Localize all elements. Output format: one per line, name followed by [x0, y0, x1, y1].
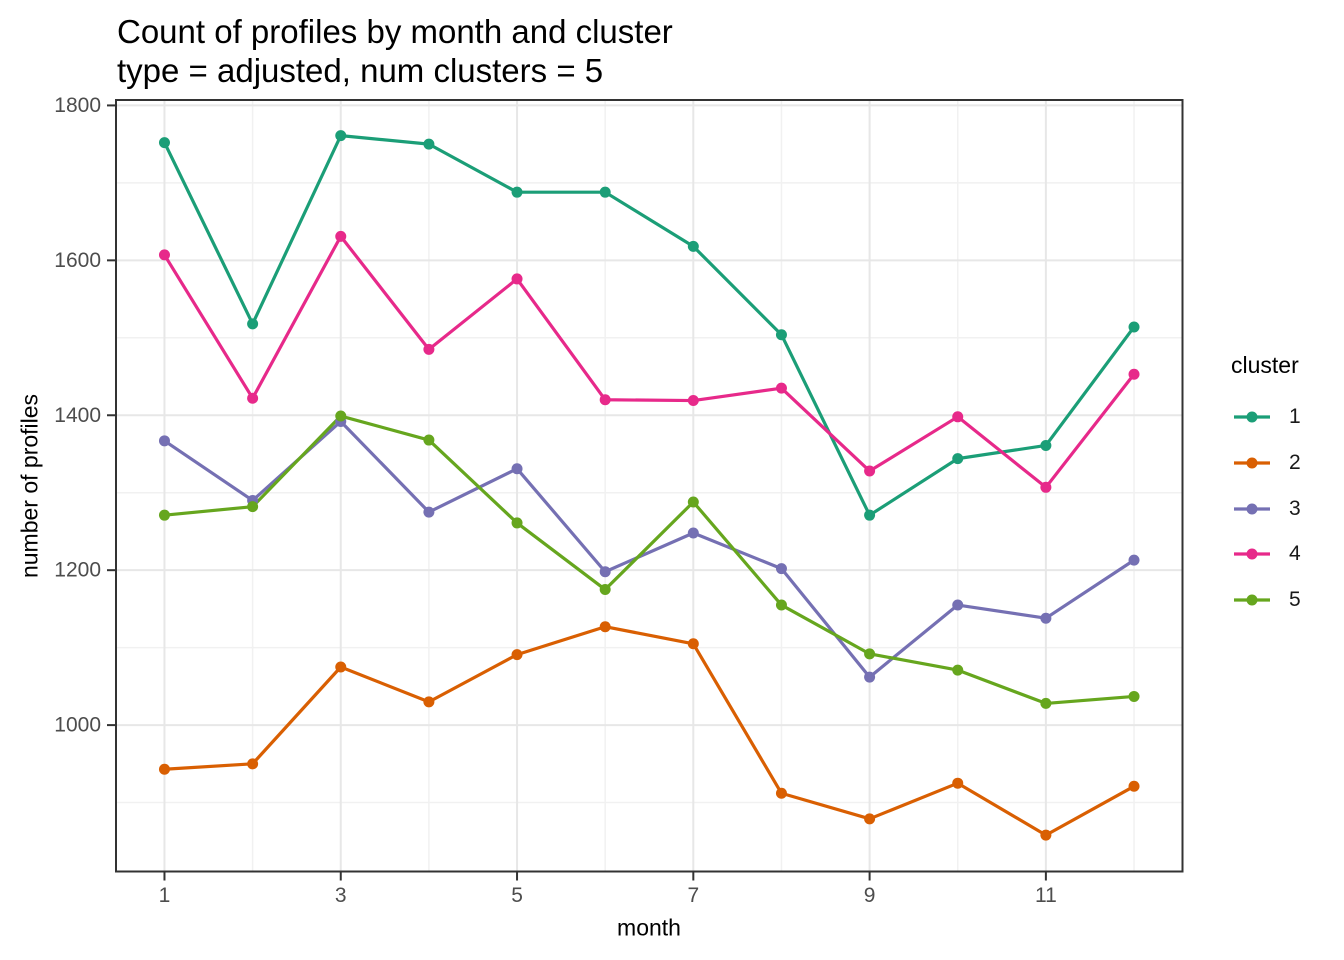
data-point-cluster-4: [864, 465, 876, 477]
data-point-cluster-2: [247, 758, 259, 770]
chart-subtitle: type = adjusted, num clusters = 5: [117, 52, 604, 89]
series-line-cluster-1: [163, 134, 1136, 517]
data-point-cluster-3: [1040, 612, 1052, 624]
data-point-cluster-1: [158, 137, 170, 149]
data-point-cluster-1: [335, 130, 347, 142]
data-point-cluster-4: [423, 343, 435, 355]
legend-item-label: 5: [1289, 588, 1301, 611]
data-point-cluster-1: [599, 186, 611, 198]
data-point-cluster-4: [247, 392, 259, 404]
data-point-cluster-5: [335, 410, 347, 422]
data-point-cluster-2: [775, 787, 787, 799]
data-point-cluster-5: [599, 584, 611, 596]
series-line-cluster-4: [163, 234, 1136, 489]
series-line-cluster-3: [163, 419, 1135, 679]
data-point-cluster-5: [687, 496, 699, 508]
legend-item-cluster-3: 3: [1233, 489, 1301, 529]
data-point-cluster-3: [864, 671, 876, 683]
data-point-cluster-2: [1128, 780, 1140, 792]
legend-title: cluster: [1231, 352, 1299, 378]
data-point-cluster-3: [952, 599, 964, 611]
legend-item-cluster-4: 4: [1233, 534, 1301, 574]
data-point-cluster-4: [158, 249, 170, 261]
data-point-cluster-5: [247, 501, 259, 513]
legend-key-icon: [1234, 457, 1270, 469]
panel-border: [115, 99, 1184, 873]
data-point-cluster-5: [952, 664, 964, 676]
legend-item-label: 4: [1289, 542, 1301, 566]
data-point-cluster-4: [775, 382, 787, 394]
data-point-cluster-3: [599, 566, 611, 578]
chart-title: Count of profiles by month and cluster: [117, 13, 673, 50]
data-point-cluster-4: [952, 411, 964, 423]
data-point-cluster-2: [952, 777, 964, 789]
data-point-cluster-1: [952, 453, 964, 465]
data-point-cluster-4: [599, 394, 611, 406]
data-point-cluster-5: [775, 599, 787, 611]
data-point-cluster-4: [335, 230, 347, 242]
legend-key-icon: [1234, 503, 1270, 514]
data-point-cluster-2: [599, 621, 611, 633]
x-tick-label: 5: [511, 884, 523, 907]
data-point-cluster-5: [864, 648, 876, 660]
data-point-cluster-1: [1128, 321, 1140, 333]
legend-item-cluster-2: 2: [1233, 443, 1301, 483]
data-point-cluster-4: [1128, 368, 1140, 380]
legend-key-icon: [1234, 548, 1270, 560]
legend-item-label: 3: [1289, 496, 1301, 520]
data-point-cluster-2: [1040, 829, 1052, 841]
data-point-cluster-5: [423, 434, 435, 446]
y-tick-label: 1200: [54, 559, 101, 582]
y-tick-label: 1800: [54, 94, 101, 117]
data-point-cluster-1: [864, 509, 876, 521]
data-point-cluster-2: [335, 661, 347, 673]
x-tick-label: 11: [1035, 884, 1057, 907]
legend-item-label: 1: [1289, 405, 1301, 428]
data-point-cluster-4: [511, 273, 523, 285]
legend-key-icon: [1234, 411, 1270, 423]
legend-item-label: 2: [1289, 450, 1301, 474]
data-point-cluster-1: [247, 318, 259, 330]
y-tick-label: 1600: [54, 249, 101, 272]
y-axis-title: number of profiles: [16, 393, 43, 579]
x-tick-label: 9: [864, 884, 876, 907]
data-point-cluster-1: [687, 240, 699, 252]
data-point-cluster-3: [423, 506, 435, 518]
data-point-cluster-1: [511, 186, 523, 198]
data-point-cluster-3: [158, 435, 170, 447]
data-point-cluster-2: [511, 649, 523, 661]
legend-item-cluster-1: 1: [1233, 397, 1301, 437]
data-point-cluster-3: [1128, 554, 1140, 566]
x-tick-label: 7: [687, 884, 699, 907]
y-tick-label: 1000: [54, 714, 101, 737]
series-line-cluster-5: [164, 414, 1135, 706]
legend-key-icon: [1234, 594, 1270, 606]
x-tick-label: 3: [335, 884, 347, 907]
data-point-cluster-5: [1040, 697, 1052, 709]
data-point-cluster-5: [511, 517, 523, 529]
data-point-cluster-4: [687, 395, 699, 407]
data-point-cluster-2: [423, 696, 435, 708]
data-point-cluster-5: [1128, 690, 1140, 702]
data-point-cluster-2: [687, 638, 699, 650]
y-tick-label: 1400: [54, 404, 101, 427]
panel-background: [116, 100, 1183, 872]
data-point-cluster-3: [687, 527, 699, 539]
data-point-cluster-4: [1040, 481, 1052, 493]
data-point-cluster-2: [158, 763, 170, 775]
x-axis-title: month: [617, 914, 681, 941]
data-point-cluster-1: [1040, 439, 1052, 451]
data-point-cluster-2: [864, 813, 876, 825]
series-line-cluster-2: [164, 625, 1135, 837]
legend-item-cluster-5: 5: [1233, 580, 1301, 620]
data-point-cluster-1: [423, 138, 435, 150]
data-point-cluster-3: [775, 563, 787, 575]
x-tick-label: 1: [159, 884, 171, 907]
data-point-cluster-5: [158, 509, 170, 521]
data-point-cluster-1: [775, 329, 787, 341]
data-point-cluster-3: [511, 463, 523, 475]
